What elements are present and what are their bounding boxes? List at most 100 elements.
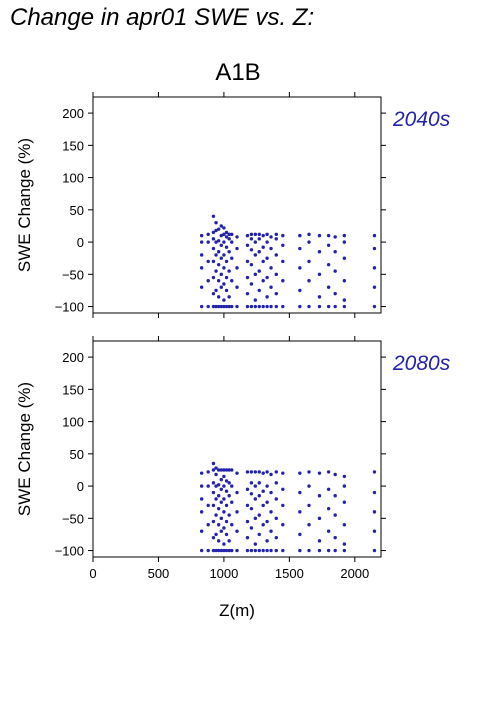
y-tick-label: −100 bbox=[55, 544, 84, 559]
data-point bbox=[307, 548, 311, 553]
data-point bbox=[211, 291, 216, 296]
data-point bbox=[342, 233, 347, 238]
data-point bbox=[261, 259, 265, 264]
data-point bbox=[253, 304, 258, 309]
data-point bbox=[253, 542, 258, 546]
data-point bbox=[249, 282, 254, 286]
data-point bbox=[216, 304, 221, 309]
data-point bbox=[253, 253, 258, 257]
data-point bbox=[245, 304, 250, 309]
data-point bbox=[206, 470, 210, 474]
data-point bbox=[253, 497, 258, 501]
data-point bbox=[326, 243, 331, 247]
plot-frame bbox=[92, 96, 382, 314]
data-point bbox=[211, 214, 216, 218]
data-point bbox=[235, 285, 239, 289]
data-point bbox=[219, 468, 223, 472]
data-point bbox=[206, 279, 210, 283]
data-point bbox=[214, 221, 218, 225]
data-point bbox=[224, 468, 229, 472]
x-tick-label: 1000 bbox=[209, 566, 238, 581]
y-tick-label: 150 bbox=[62, 382, 84, 397]
data-point bbox=[235, 304, 239, 309]
data-point bbox=[224, 304, 229, 309]
data-point bbox=[333, 513, 337, 517]
page-title: Change in apr01 SWE vs. Z: bbox=[10, 4, 315, 31]
data-point bbox=[224, 245, 229, 249]
data-point bbox=[253, 298, 258, 302]
data-point bbox=[326, 304, 331, 309]
data-point bbox=[219, 233, 223, 238]
data-point bbox=[206, 259, 210, 264]
data-point bbox=[214, 253, 218, 257]
data-point bbox=[342, 298, 347, 302]
data-point bbox=[342, 548, 347, 553]
data-point bbox=[224, 275, 229, 280]
data-point bbox=[214, 532, 218, 537]
data-point bbox=[326, 487, 331, 491]
data-point bbox=[253, 240, 258, 244]
data-point bbox=[235, 235, 239, 239]
data-point bbox=[245, 275, 250, 280]
data-point bbox=[211, 230, 216, 235]
data-point bbox=[206, 304, 210, 309]
data-point bbox=[298, 532, 302, 537]
data-point bbox=[222, 474, 226, 479]
data-point bbox=[245, 487, 250, 491]
data-point bbox=[245, 233, 250, 238]
data-point bbox=[235, 490, 239, 495]
data-point bbox=[235, 246, 239, 251]
data-point bbox=[326, 262, 331, 267]
data-point bbox=[227, 539, 231, 543]
data-point bbox=[372, 510, 377, 514]
data-point bbox=[307, 259, 311, 264]
data-point bbox=[298, 510, 302, 514]
data-point bbox=[216, 468, 221, 472]
data-point bbox=[326, 470, 331, 474]
data-point bbox=[265, 232, 269, 237]
data-point bbox=[214, 304, 218, 309]
data-point bbox=[257, 269, 261, 273]
data-point bbox=[216, 227, 221, 231]
data-point bbox=[253, 470, 258, 474]
data-point bbox=[257, 532, 261, 537]
y-tick-label: −50 bbox=[62, 511, 84, 526]
data-point bbox=[257, 470, 261, 474]
x-axis-title: Z(m) bbox=[219, 601, 255, 620]
data-point bbox=[281, 471, 285, 475]
data-point bbox=[342, 279, 347, 283]
data-point bbox=[281, 279, 285, 283]
data-point bbox=[274, 470, 278, 474]
data-point bbox=[261, 471, 265, 475]
data-point bbox=[214, 269, 218, 273]
data-point bbox=[307, 523, 311, 527]
data-point bbox=[274, 548, 278, 553]
data-point bbox=[230, 256, 234, 260]
y-tick-label: −50 bbox=[62, 267, 84, 282]
data-point bbox=[326, 548, 331, 553]
data-point bbox=[269, 304, 273, 309]
data-point bbox=[265, 470, 269, 474]
data-point bbox=[249, 248, 254, 252]
data-point bbox=[257, 237, 261, 241]
data-point bbox=[261, 548, 265, 553]
data-point bbox=[342, 240, 347, 244]
data-point bbox=[219, 285, 223, 289]
data-point bbox=[281, 233, 285, 238]
data-point bbox=[219, 500, 223, 504]
data-point bbox=[317, 295, 322, 299]
data-point bbox=[249, 548, 254, 553]
data-point bbox=[261, 523, 265, 527]
data-point bbox=[269, 235, 273, 239]
data-point bbox=[235, 471, 239, 475]
data-point bbox=[227, 481, 231, 485]
data-point bbox=[214, 240, 218, 244]
data-point bbox=[224, 503, 229, 508]
plot-frame bbox=[92, 340, 382, 558]
data-point bbox=[342, 474, 347, 479]
data-point bbox=[333, 472, 337, 477]
data-point bbox=[227, 494, 231, 498]
data-point bbox=[261, 304, 265, 309]
